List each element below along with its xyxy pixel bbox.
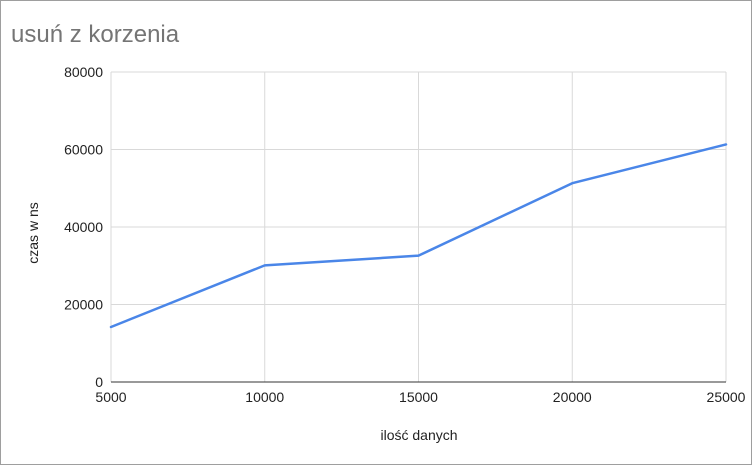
series-layer [109,143,728,329]
x-axis-title: ilość danych [380,427,457,443]
y-tick-label: 80000 [64,64,103,80]
y-axis-title: czas w ns [25,202,41,263]
y-tick-label: 60000 [64,142,103,158]
y-tick-label: 20000 [64,297,103,313]
y-tick-label: 0 [95,374,103,390]
gridlines [110,71,727,382]
x-tick-label: 15000 [399,389,438,405]
x-tick-label: 10000 [245,389,284,405]
y-tick-label: 40000 [64,219,103,235]
axis-layer: 0 20000 40000 60000 80000 5000 10000 15000 20000… [64,64,746,405]
chart-title: usuń z korzenia [11,21,180,48]
x-tick-label: 25000 [707,389,746,405]
x-tick-label: 20000 [553,389,592,405]
x-tick-label: 5000 [95,389,126,405]
